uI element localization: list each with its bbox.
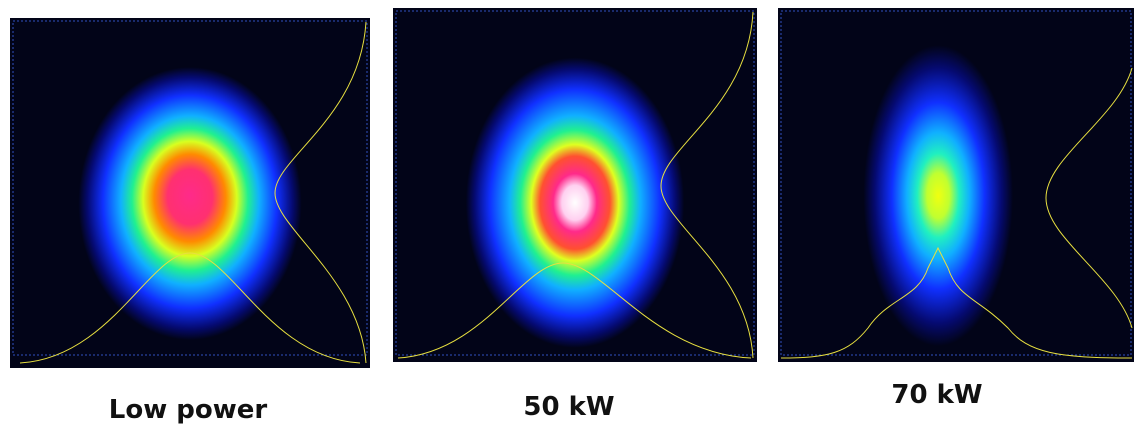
panel-label: Low power xyxy=(108,395,268,425)
beam-image xyxy=(778,8,1134,362)
beam-image xyxy=(10,18,370,368)
beam-image xyxy=(393,8,757,362)
panel-label: 50 kW xyxy=(523,392,615,422)
panel-label: 70 kW xyxy=(891,380,983,410)
